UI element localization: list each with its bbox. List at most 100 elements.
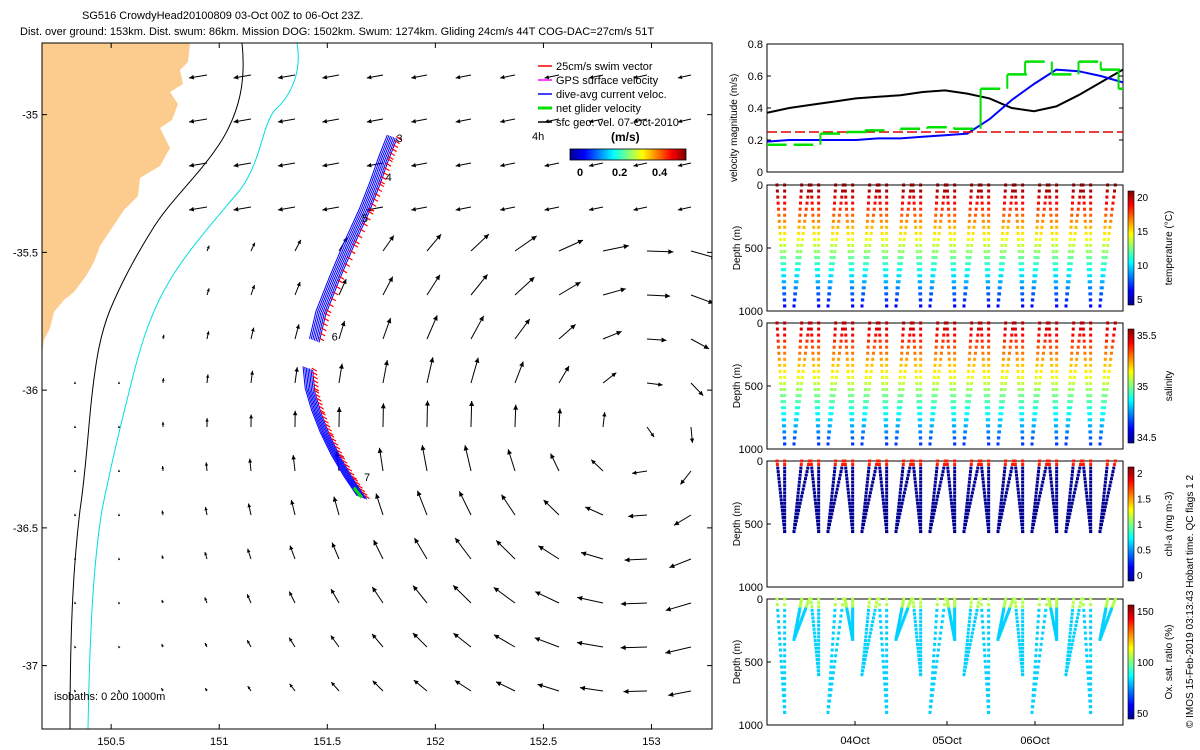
velocity-series-line <box>767 68 1123 114</box>
section-sample <box>1069 400 1073 404</box>
section-sample <box>998 418 1002 422</box>
section-sample <box>817 505 821 509</box>
section-sample <box>885 327 889 331</box>
section-sample <box>783 250 787 254</box>
section-sample <box>939 219 943 223</box>
section-sample <box>1089 498 1093 502</box>
geo-vector <box>118 557 121 561</box>
geo-vector-head <box>453 633 459 639</box>
geo-vector-head <box>277 118 283 124</box>
section-sample <box>919 189 923 193</box>
section-sample <box>914 231 918 235</box>
section-sample <box>1070 345 1074 349</box>
section-sample <box>813 498 817 502</box>
section-sample <box>999 394 1003 398</box>
section-sample <box>815 512 819 516</box>
section-sample <box>830 494 834 498</box>
section-sample <box>968 473 972 477</box>
section-sample <box>1078 195 1082 199</box>
section-sample <box>783 473 787 477</box>
section-sample <box>783 333 787 337</box>
section-sample <box>1040 637 1044 641</box>
section-sample <box>1076 207 1080 211</box>
section-sample <box>1103 623 1107 627</box>
section-sample <box>1052 256 1056 260</box>
section-sample <box>1037 388 1041 392</box>
section-sample <box>1050 369 1054 373</box>
section-sample <box>1082 333 1086 337</box>
section-sample <box>817 442 821 446</box>
section-sample <box>783 321 787 325</box>
section-sample <box>1081 321 1085 325</box>
geo-vector <box>188 118 208 124</box>
velocity-magnitude-panel: 00.20.40.60.8 velocity magnitude (m/s) <box>729 39 1124 182</box>
section-sample <box>1007 480 1011 484</box>
section-sample <box>1032 693 1036 697</box>
section-sample <box>833 333 837 337</box>
section-sample <box>947 207 951 211</box>
section-sample <box>987 189 991 193</box>
section-sample <box>1052 501 1056 505</box>
section-sample <box>936 648 940 652</box>
section-sample <box>947 477 951 481</box>
section-sample <box>894 442 898 446</box>
geo-vector-head <box>589 163 594 168</box>
section-sample <box>817 526 821 530</box>
section-sample <box>953 280 957 284</box>
section-sample <box>970 631 974 635</box>
section-sample <box>1035 484 1039 488</box>
section-sample <box>1035 637 1039 641</box>
section-sample <box>940 345 944 349</box>
geo-vector-head <box>250 370 254 375</box>
section-sample <box>817 274 821 278</box>
track-leg2-swim-vector <box>339 455 346 460</box>
section-sample <box>1064 673 1068 677</box>
section-sample <box>1021 357 1025 361</box>
section-sample <box>1048 601 1052 605</box>
section-sample <box>948 375 952 379</box>
geo-vector <box>380 403 386 428</box>
section-sample <box>899 219 903 223</box>
section-sample <box>865 363 869 367</box>
section-sample <box>974 345 978 349</box>
geo-vector <box>294 239 302 252</box>
section-sample <box>841 189 845 193</box>
section-sample <box>777 473 781 477</box>
geo-vector <box>602 412 607 428</box>
geo-vector <box>290 499 296 516</box>
section-sample <box>1021 424 1025 428</box>
geo-vector-head <box>624 557 630 563</box>
section-sample <box>1000 627 1004 631</box>
section-sample <box>967 231 971 235</box>
geo-vector <box>514 235 537 252</box>
section-sample <box>1069 487 1073 491</box>
section-sample <box>1101 388 1105 392</box>
section-sample <box>885 430 889 434</box>
section-sample <box>1079 327 1083 331</box>
section-sample <box>1007 213 1011 217</box>
section-sample <box>1008 473 1012 477</box>
geo-vector-head <box>455 119 461 124</box>
section-sample <box>867 463 871 467</box>
section-sample <box>932 491 936 495</box>
section-sample <box>798 621 802 625</box>
geo-vector-head <box>289 545 294 551</box>
section-sample <box>885 515 889 519</box>
section-sample <box>866 213 870 217</box>
section-sample <box>1100 268 1104 272</box>
section-sample <box>1107 369 1111 373</box>
section-sample <box>1011 327 1015 331</box>
section-sample <box>982 487 986 491</box>
geo-vector-head <box>331 542 337 548</box>
section-sample <box>1089 603 1093 607</box>
geo-vector-head <box>295 324 300 329</box>
geo-vector-head <box>248 458 253 463</box>
section-sample <box>1089 470 1093 474</box>
section-sample <box>831 357 835 361</box>
section-sample <box>881 498 885 502</box>
section-sample <box>1013 459 1017 463</box>
section-sample <box>907 470 911 474</box>
map-ytick-label: -35 <box>22 110 38 122</box>
section-sample <box>1009 603 1013 607</box>
section-sample <box>1081 597 1085 601</box>
